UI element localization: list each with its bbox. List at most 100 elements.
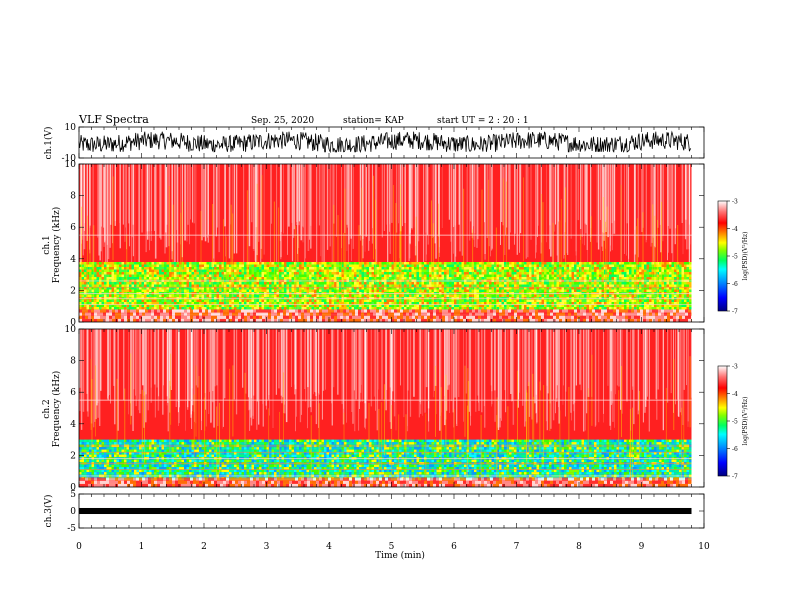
ch1-spectrogram-cell <box>124 307 127 310</box>
ch1-spectrogram-cell <box>646 299 649 302</box>
ch1-spectrogram-cell <box>309 262 312 265</box>
ch1-spectrogram-cell <box>474 269 477 272</box>
ch1-spectrogram-cell <box>114 262 117 265</box>
ch1-spectrogram-cell <box>96 262 99 265</box>
ch1-spectrogram-cell <box>236 269 239 272</box>
ch1-spectrogram-cell <box>461 277 464 280</box>
ch1-spectrogram-cell <box>214 307 217 310</box>
ch1-spectrogram-cell <box>606 282 609 285</box>
ch1-spectrogram-cell <box>559 277 562 280</box>
ch1-spectrogram-cell <box>181 302 184 305</box>
ch1-spectrogram-cell <box>81 299 84 302</box>
ch1-spectrogram-cell <box>554 274 557 277</box>
ch1-spectrogram-cell <box>411 264 414 267</box>
ch1-spectrogram-cell <box>456 282 459 285</box>
ch1-spectrogram-cell <box>189 262 192 265</box>
ch1-spectrogram-cell <box>576 287 579 290</box>
ch1-spectrogram-cell <box>176 289 179 292</box>
ch1-spectrogram-cell <box>391 302 394 305</box>
ch1-spectrogram-cell <box>266 269 269 272</box>
ch1-spectrogram-sferic-light <box>232 164 234 259</box>
ch1-spectrogram-cell <box>534 274 537 277</box>
ch1-spectrogram-cell <box>301 304 304 307</box>
ch1-spectrogram-sferic-light <box>554 164 556 232</box>
ch1-spectrogram-cell <box>646 289 649 292</box>
ch1-spectrogram-sferic-light <box>434 164 436 244</box>
ch1-spectrogram-cell <box>446 272 449 275</box>
ch1-spectrogram-cell <box>199 294 202 297</box>
ch1-spectrogram-cell <box>516 272 519 275</box>
ch1-spectrogram-cell <box>346 269 349 272</box>
ch1-spectrogram-cell <box>276 287 279 290</box>
ch1-spectrogram-cell <box>454 299 457 302</box>
ch1-spectrogram-cell <box>456 262 459 265</box>
ch1-spectrogram-cell <box>169 284 172 287</box>
ch1-spectrogram-cell <box>249 274 252 277</box>
ch1-spectrogram-cell <box>609 264 612 267</box>
ch1-spectrogram-cell <box>101 284 104 287</box>
ch1-spectrogram-cell <box>99 304 102 307</box>
ch1-spectrogram-cell <box>104 299 107 302</box>
ch1-spectrogram-cell <box>624 307 627 310</box>
ch1-spectrogram-cell <box>279 284 282 287</box>
ch1-spectrogram-cell <box>109 304 112 307</box>
ch1-spectrogram-cell <box>194 284 197 287</box>
ch1-spectrogram-cell <box>116 304 119 307</box>
ch1-spectrogram-sferic-light <box>590 164 591 242</box>
ch1-spectrogram-cell <box>161 302 164 305</box>
ch1-spectrogram-cell <box>256 267 259 270</box>
ch1-spectrogram-cell <box>386 287 389 290</box>
ch1-spectrogram-cell <box>569 267 572 270</box>
ch1-spectrogram-cell <box>364 267 367 270</box>
ch1-spectrogram-cell <box>166 302 169 305</box>
ch1-spectrogram-cell <box>331 304 334 307</box>
ch1-spectrogram-cell <box>81 302 84 305</box>
ch1-spectrogram-cell <box>291 282 294 285</box>
ch1-spectrogram-cell <box>259 282 262 285</box>
ch1-spectrogram-cell <box>576 289 579 292</box>
ch1-spectrogram-cell <box>281 302 284 305</box>
ch1-spectrogram-cell <box>319 302 322 305</box>
ch1-spectrogram-cell <box>386 282 389 285</box>
ch1-spectrogram-cell <box>251 307 254 310</box>
ch1-spectrogram-cell <box>369 267 372 270</box>
ch1-spectrogram-cell <box>376 274 379 277</box>
ch1-spectrogram-cell <box>281 262 284 265</box>
ch1-spectrogram-cell <box>154 272 157 275</box>
ch1-spectrogram-cell <box>129 289 132 292</box>
ch1-spectrogram-cell <box>351 264 354 267</box>
ch1-spectrogram-cell <box>479 267 482 270</box>
ch1-spectrogram-cell <box>201 294 204 297</box>
ch1-spectrogram-sferic-light <box>89 164 91 226</box>
ch1-spectrogram-cell <box>621 277 624 280</box>
ch1-spectrogram-cell <box>419 287 422 290</box>
ch1-spectrogram-cell <box>289 289 292 292</box>
ch1-spectrogram-cell <box>241 269 244 272</box>
ch1-spectrogram-cell <box>626 274 629 277</box>
ch1-spectrogram-cell <box>554 304 557 307</box>
ch1-spectrogram-cell <box>669 272 672 275</box>
ch1-spectrogram-cell <box>459 277 462 280</box>
ch1-spectrogram-cell <box>646 302 649 305</box>
ch1-spectrogram-cell <box>666 267 669 270</box>
ch1-spectrogram-cell <box>429 287 432 290</box>
ch1-spectrogram-cell <box>504 287 507 290</box>
ch1-spectrogram-cell <box>354 287 357 290</box>
ch1-spectrogram-cell <box>606 267 609 270</box>
ch1-spectrogram-cell <box>184 299 187 302</box>
ch1-spectrogram-sferic-light <box>584 164 586 224</box>
ch1-spectrogram-cell <box>539 282 542 285</box>
ch1-spectrogram-cell <box>151 264 154 267</box>
ch1-spectrogram-cell <box>449 272 452 275</box>
ch1-spectrogram-cell <box>549 277 552 280</box>
ch1-spectrogram-cell <box>436 304 439 307</box>
ch1-spectrogram-cell <box>101 264 104 267</box>
ch1-spectrogram-cell <box>436 287 439 290</box>
ch1-spectrogram-cell <box>229 299 232 302</box>
ch1-spectrogram-cell <box>444 299 447 302</box>
ch1-spectrogram-cell <box>529 272 532 275</box>
ch1-spectrogram-cell <box>81 272 84 275</box>
ch1-spectrogram-cell <box>341 287 344 290</box>
ch1-spectrogram-cell <box>596 272 599 275</box>
ch1-spectrogram-cell <box>349 294 352 297</box>
